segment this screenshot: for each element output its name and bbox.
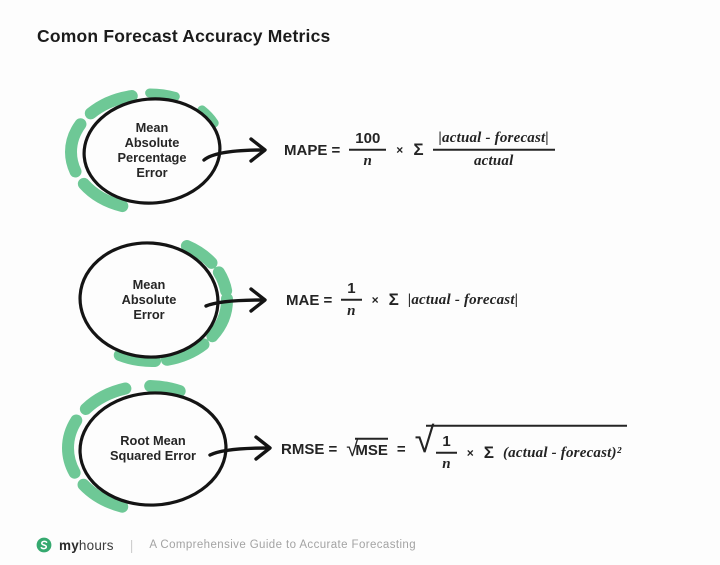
rmse-formula: RMSE = √ MSE = √ 1 n × Σ (actual - forec… bbox=[281, 418, 628, 474]
myhours-logo-icon bbox=[36, 537, 52, 553]
mae-arrow bbox=[204, 287, 267, 313]
footer-divider: | bbox=[129, 537, 134, 553]
rmse-error-term: (actual - forecast)² bbox=[502, 444, 622, 461]
mae-error-term: |actual - forecast| bbox=[407, 291, 519, 308]
mape-arrow bbox=[202, 137, 267, 163]
footer-tagline: A Comprehensive Guide to Accurate Foreca… bbox=[149, 539, 417, 551]
sigma-symbol: Σ bbox=[413, 140, 424, 159]
rmse-formula-lhs: RMSE = bbox=[281, 440, 338, 458]
mae-circle-label: Mean Absolute Error bbox=[121, 277, 177, 322]
mape-fraction-100-n: 100 n bbox=[349, 130, 387, 171]
mape-formula: MAPE = 100 n × Σ |actual - forecast| act… bbox=[284, 130, 555, 171]
rmse-fraction-1-n: 1 n bbox=[436, 433, 457, 474]
mape-fraction-error-term: |actual - forecast| actual bbox=[432, 130, 555, 171]
radical-contents: 1 n × Σ (actual - forecast)² bbox=[426, 424, 628, 474]
sqrt-mse-term: √ MSE bbox=[346, 436, 388, 461]
radical-sign-icon: √ bbox=[346, 436, 359, 461]
rmse-radical-term: √ 1 n × Σ (actual - forecast)² bbox=[414, 418, 628, 474]
multiply-sign: × bbox=[396, 143, 404, 157]
mape-circle bbox=[82, 97, 222, 205]
rmse-highlight-marks bbox=[62, 380, 234, 516]
sigma-symbol: Σ bbox=[388, 290, 399, 309]
mape-circle-label: Mean Absolute Percentage Error bbox=[117, 120, 187, 180]
rmse-circle bbox=[78, 391, 228, 507]
myhours-wordmark: myhours bbox=[59, 537, 114, 553]
rmse-circle-label: Root Mean Squared Error bbox=[109, 433, 197, 463]
mae-formula: MAE = 1 n × Σ |actual - forecast| bbox=[286, 280, 518, 321]
rmse-arrow bbox=[208, 435, 272, 461]
footer: myhours | A Comprehensive Guide to Accur… bbox=[36, 537, 416, 553]
mae-circle bbox=[78, 241, 220, 359]
mape-highlight-marks bbox=[65, 88, 227, 215]
mae-formula-lhs: MAE = bbox=[286, 291, 333, 309]
sigma-symbol: Σ bbox=[483, 443, 494, 462]
mape-formula-lhs: MAPE = bbox=[284, 141, 341, 159]
page-title: Comon Forecast Accuracy Metrics bbox=[37, 26, 331, 46]
radical-sign-icon: √ bbox=[414, 418, 435, 460]
multiply-sign: × bbox=[371, 293, 379, 307]
multiply-sign: × bbox=[466, 446, 474, 460]
equals-sign: = bbox=[396, 440, 406, 458]
mae-fraction-1-n: 1 n bbox=[341, 280, 362, 321]
